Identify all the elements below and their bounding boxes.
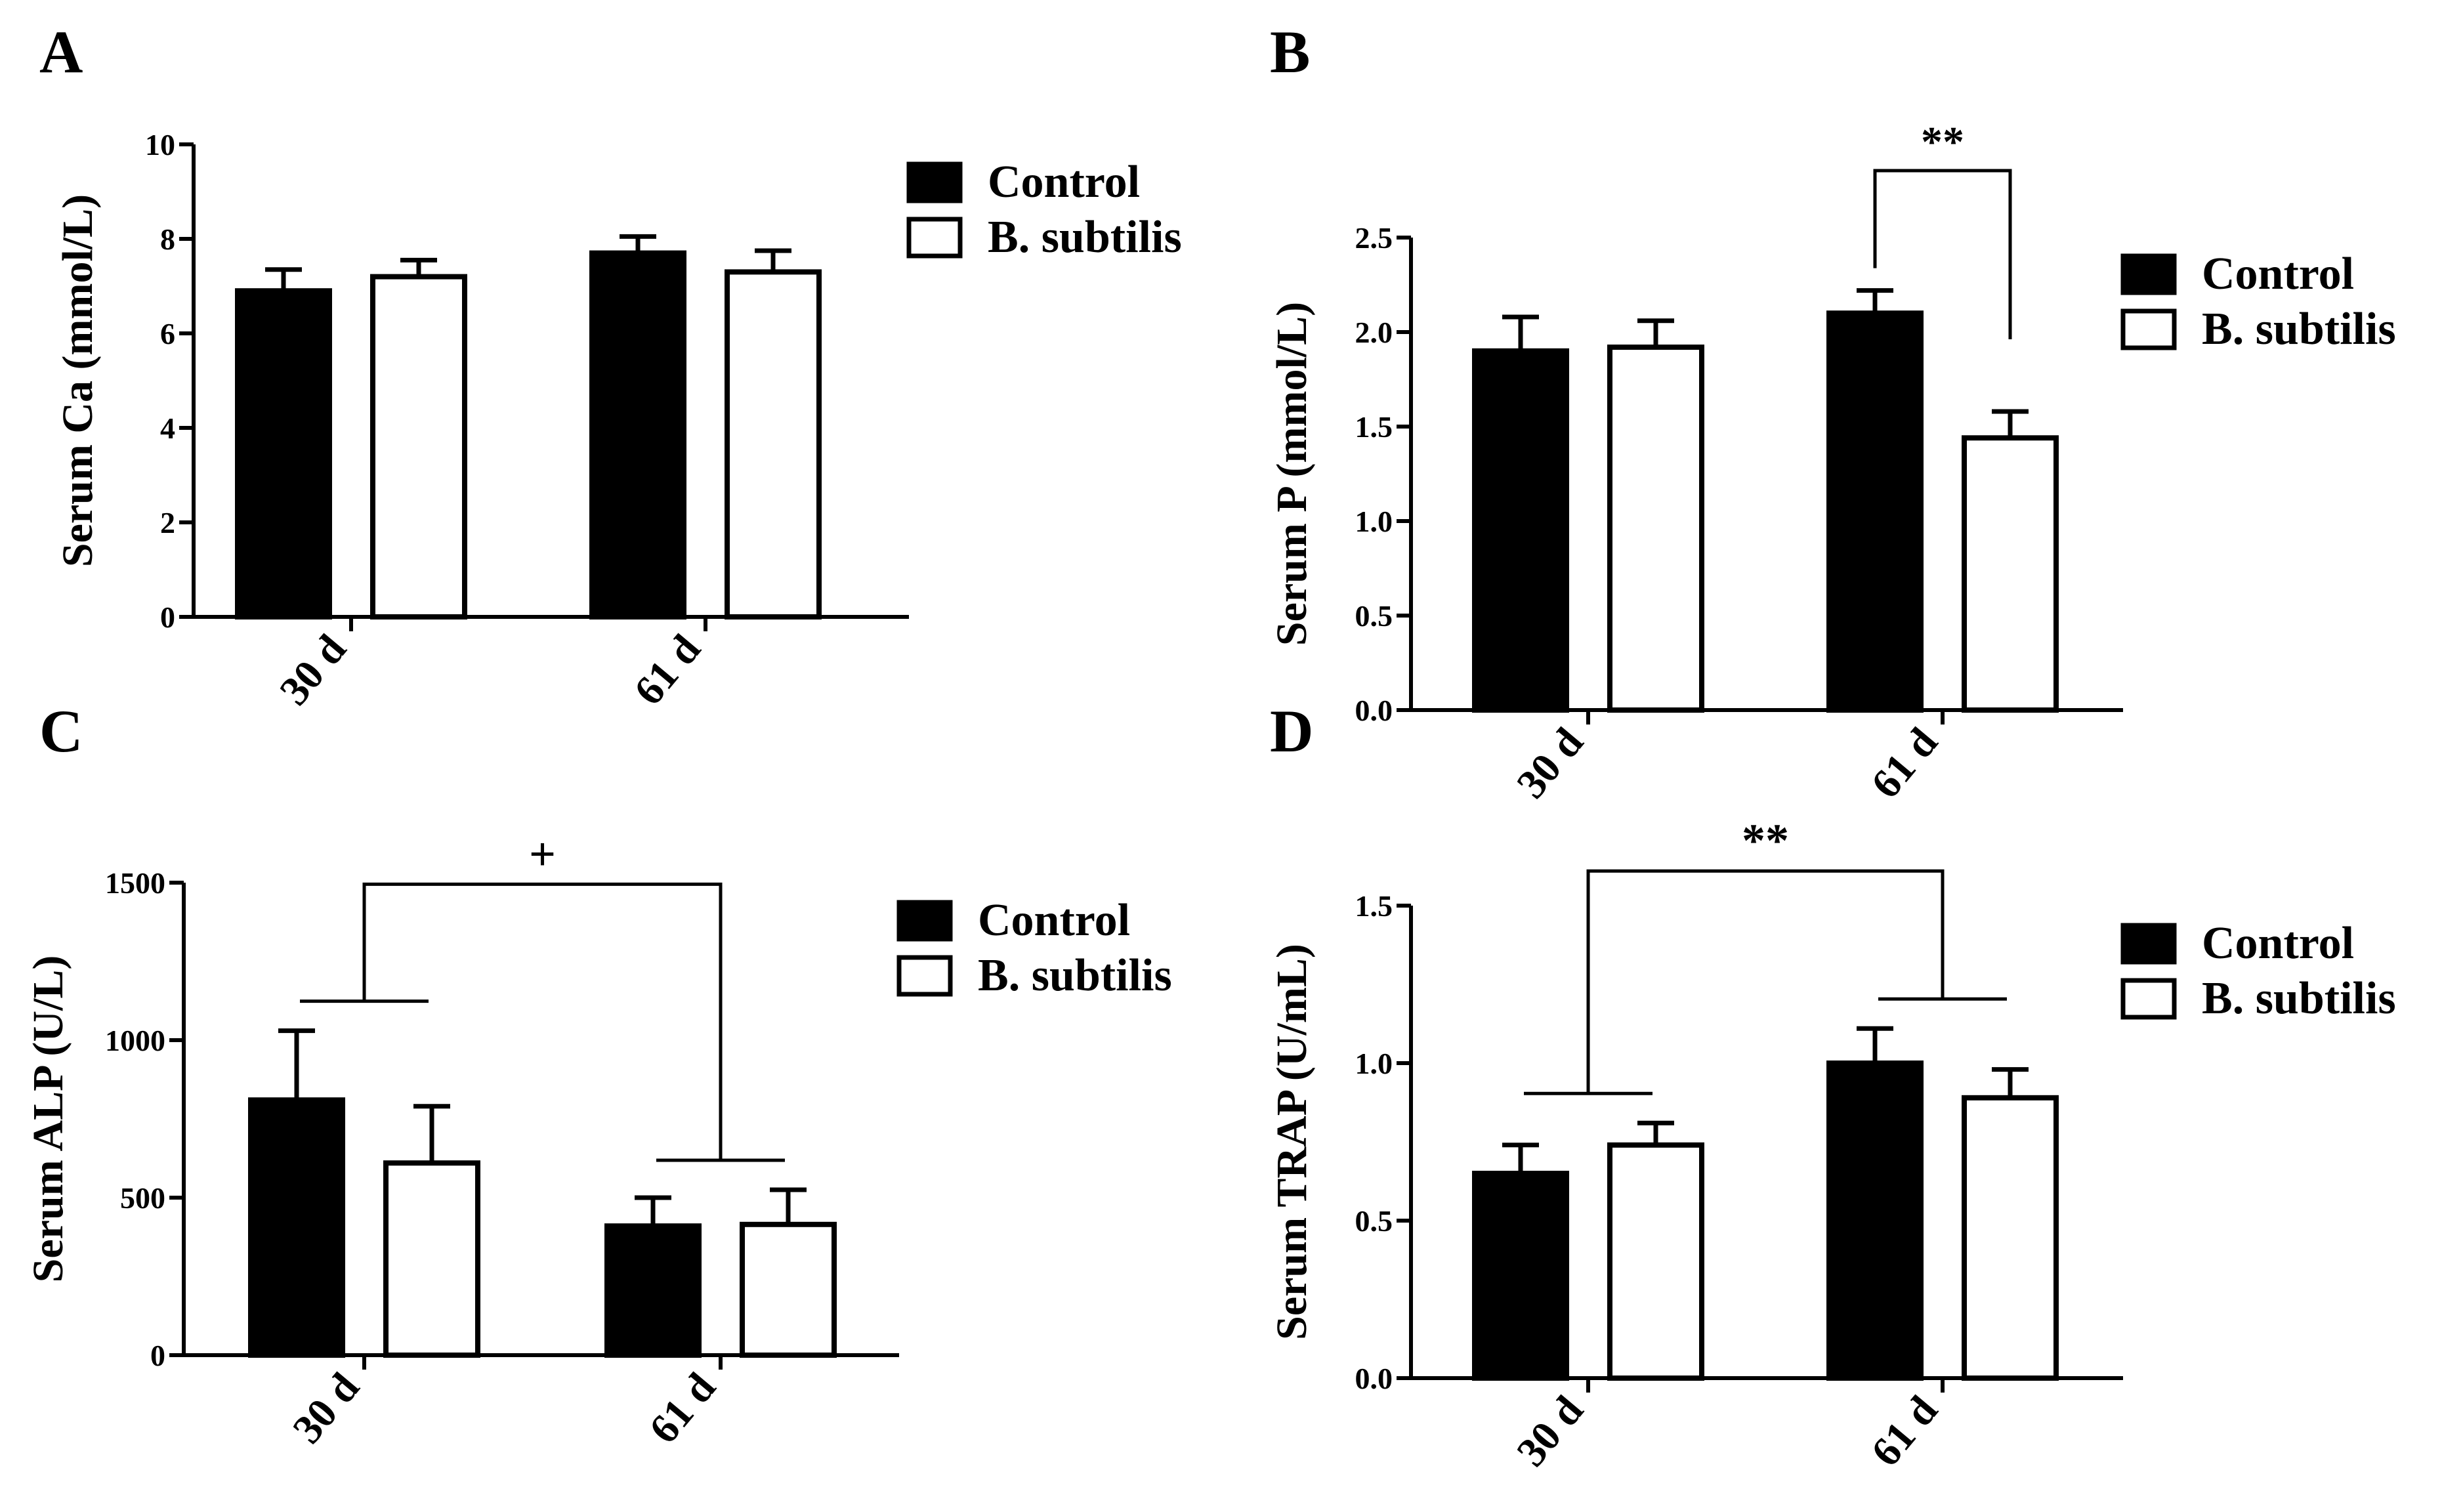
x-tick-label: 30 d <box>1507 1387 1592 1475</box>
y-tick-label: 0.0 <box>1355 1362 1393 1395</box>
legend-label: B. subtilis <box>2202 973 2396 1024</box>
legend-label: B. subtilis <box>2202 304 2396 354</box>
legend-swatch <box>2120 308 2177 350</box>
y-tick-label: 500 <box>120 1181 165 1215</box>
x-tick-label: 30 d <box>1507 719 1592 807</box>
bar-control-61d <box>1826 1060 1924 1381</box>
bar-control-30d <box>235 288 332 620</box>
bar-control-61d <box>1826 310 1924 713</box>
y-tick-label: 0 <box>150 1339 165 1372</box>
y-tick-label: 0.0 <box>1355 694 1393 727</box>
legend-label: Control <box>2202 918 2354 969</box>
y-tick-label: 1000 <box>105 1024 165 1057</box>
x-tick-label: 61 d <box>640 1364 725 1452</box>
x-tick-label: 30 d <box>270 625 355 713</box>
legend-swatch <box>896 955 953 997</box>
y-tick-label: 8 <box>160 222 175 256</box>
legend-swatch <box>2120 923 2177 965</box>
y-tick-label: 1500 <box>105 866 165 900</box>
legend-swatch <box>906 161 963 203</box>
panel-c: C 0 500 1000 1500 Serum ALP (U/L) 30 d 61 d Cont… <box>24 698 1172 1452</box>
bar-b-subtilis-61d <box>740 1221 837 1358</box>
significance-bracket <box>1873 169 2012 339</box>
y-axis-title: Serum P (mmol/L) <box>1268 302 1316 646</box>
legend-label: B. subtilis <box>978 950 1172 1001</box>
y-tick-label: 0 <box>160 600 175 634</box>
bar-b-subtilis-30d <box>1607 345 1704 713</box>
significance-bracket <box>1586 869 1945 1094</box>
x-tick-label: 61 d <box>1862 1387 1947 1475</box>
y-tick-label: 6 <box>160 317 175 350</box>
bar-b-subtilis-61d <box>1962 1095 2059 1381</box>
y-tick-label: 10 <box>145 128 175 161</box>
y-axis-title: Serum Ca (mmol/L) <box>54 194 102 567</box>
panel-label: A <box>39 18 83 85</box>
significance-label: ** <box>1742 814 1789 867</box>
y-tick-label: 0.5 <box>1355 1204 1393 1238</box>
legend-swatch <box>896 900 953 942</box>
bar-control-61d <box>604 1223 702 1358</box>
panel-a: A 0 2 4 6 8 10 Serum Ca (mmol/L) 30 d 61 d Control… <box>39 18 1182 714</box>
legend-swatch <box>2120 253 2177 295</box>
legend-swatch <box>2120 978 2177 1020</box>
x-tick-label: 61 d <box>1862 719 1947 807</box>
y-tick-label: 4 <box>160 411 175 445</box>
legend-label: Control <box>2202 249 2354 299</box>
y-tick-label: 2.0 <box>1355 316 1393 349</box>
panel-d: D 0.0 0.5 1.0 1.5 Serum TRAP (U/mL) 30 d 61 d Co… <box>1268 698 2396 1475</box>
bar-b-subtilis-61d <box>725 269 822 620</box>
panel-label: B <box>1270 18 1310 85</box>
y-axis-title: Serum TRAP (U/mL) <box>1268 944 1316 1340</box>
x-tick-label: 30 d <box>284 1364 368 1452</box>
bar-control-61d <box>589 250 686 620</box>
bar-control-30d <box>248 1097 345 1358</box>
y-tick-label: 2.5 <box>1355 221 1393 255</box>
legend-swatch <box>906 217 963 259</box>
significance-bracket <box>362 882 723 1160</box>
significance-label: ** <box>1921 118 1964 166</box>
y-axis-title: Serum ALP (U/L) <box>24 956 72 1283</box>
y-tick-label: 1.0 <box>1355 505 1393 538</box>
y-tick-label: 0.5 <box>1355 599 1393 633</box>
legend-label: Control <box>978 895 1130 946</box>
legend-label: Control <box>988 157 1140 207</box>
bar-b-subtilis-30d <box>370 274 467 620</box>
bar-b-subtilis-30d <box>383 1160 480 1358</box>
y-tick-label: 1.5 <box>1355 889 1393 923</box>
bar-control-30d <box>1472 1171 1569 1381</box>
panel-label: C <box>39 698 83 765</box>
y-tick-label: 1.0 <box>1355 1047 1393 1080</box>
x-tick-label: 61 d <box>625 625 709 713</box>
y-tick-label: 2 <box>160 506 175 539</box>
panel-label: D <box>1270 698 1313 765</box>
y-tick-label: 1.5 <box>1355 410 1393 444</box>
bar-b-subtilis-30d <box>1607 1142 1704 1381</box>
bar-control-30d <box>1472 348 1569 713</box>
significance-label: + <box>529 828 556 880</box>
legend-label: B. subtilis <box>988 212 1182 262</box>
bar-b-subtilis-61d <box>1962 435 2059 713</box>
panel-b: B 0.0 0.5 1.0 1.5 2.0 2.5 Serum P (mmol/L) 30 d 6… <box>1268 18 2396 807</box>
